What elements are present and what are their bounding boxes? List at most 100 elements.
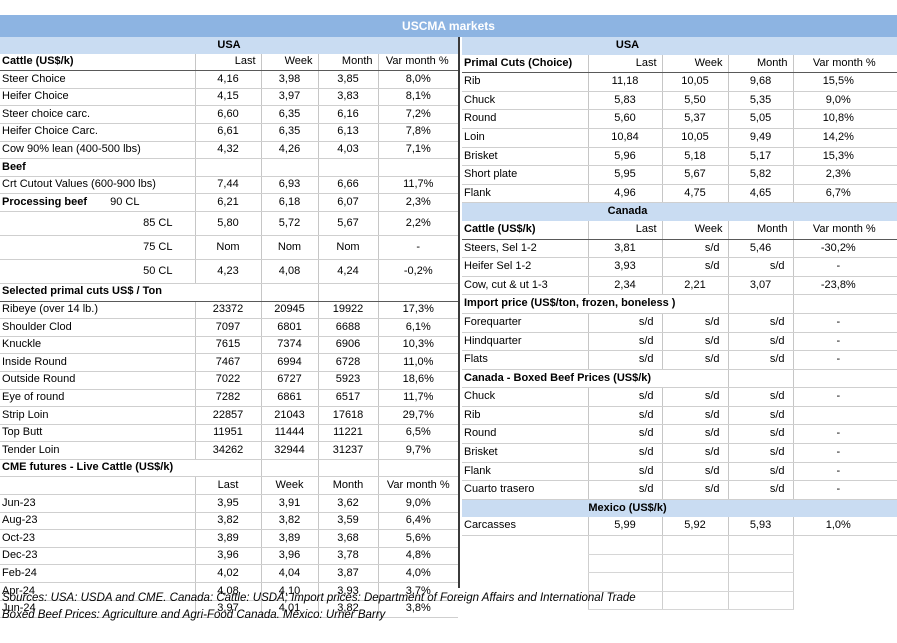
value-cell: 15,3%: [792, 147, 897, 167]
row-label: Forequarter: [462, 313, 588, 333]
column-header: Last: [194, 476, 261, 496]
table-row: Eye of round 7282 6861 6517 11,7%: [0, 389, 459, 408]
value-cell: 11,7%: [377, 176, 459, 195]
table-row: Tender Loin 34262 32944 31237 9,7%: [0, 441, 459, 460]
value-cell: Nom: [194, 235, 261, 260]
section-label: Beef: [0, 158, 195, 177]
value-cell: s/d: [587, 424, 662, 445]
value-cell: 3,97: [260, 88, 318, 107]
row-label: Apr-24: [0, 582, 195, 601]
value-cell: 6,35: [260, 123, 318, 142]
value-cell: s/d: [727, 480, 794, 500]
table-row: Loin 10,84 10,05 9,49 14,2%: [462, 128, 897, 148]
value-cell: 7,8%: [377, 123, 459, 142]
column-header: Week: [661, 220, 728, 240]
value-cell: 4,24: [317, 259, 378, 284]
empty-cell: [792, 554, 897, 573]
section-label: Import price (US$/ton, frozen, boneless …: [462, 294, 728, 314]
value-cell: 6,13: [317, 123, 378, 142]
column-header: Month: [317, 476, 378, 496]
value-cell: 6,93: [260, 176, 318, 195]
value-cell: 6728: [317, 353, 378, 372]
value-cell: s/d: [587, 350, 662, 370]
empty-cell: [377, 158, 459, 177]
table-row: Forequarter s/d s/d s/d -: [462, 313, 897, 333]
value-cell: 6517: [317, 389, 378, 408]
value-cell: 6,1%: [377, 318, 459, 337]
column-header: Var month %: [792, 54, 897, 74]
table-row: Steer Choice 4,16 3,98 3,85 8,0%: [0, 70, 459, 89]
region-band-label: Canada: [462, 202, 794, 221]
value-cell: 2,3%: [792, 165, 897, 185]
value-cell: 19922: [317, 301, 378, 320]
value-cell: -: [792, 424, 897, 445]
value-cell: 6,21: [194, 193, 261, 212]
table-row: Hindquarter s/d s/d s/d -: [462, 332, 897, 352]
table-row: Canada - Boxed Beef Prices (US$/k): [462, 368, 897, 389]
value-cell: 11,7%: [377, 389, 459, 408]
value-cell: 7374: [260, 336, 318, 355]
value-cell: -23,8%: [792, 276, 897, 296]
value-cell: 29,7%: [377, 406, 459, 425]
value-cell: s/d: [587, 480, 662, 500]
value-cell: 6,18: [260, 193, 318, 212]
value-cell: 23372: [194, 301, 261, 320]
table-row: Strip Loin 22857 21043 17618 29,7%: [0, 406, 459, 425]
value-cell: 3,89: [194, 529, 261, 548]
table-row: CME futures - Live Cattle (US$/k): [0, 458, 459, 478]
column-header: Week: [260, 53, 318, 72]
table-row: Flats s/d s/d s/d -: [462, 350, 897, 370]
table-row: Cow, cut & ut 1-3 2,34 2,21 3,07 -23,8%: [462, 276, 897, 296]
value-cell: 10,05: [661, 128, 728, 148]
value-cell: 15,5%: [792, 72, 897, 92]
value-cell: Nom: [317, 235, 378, 260]
empty-cell: [462, 554, 588, 573]
value-cell: 7282: [194, 389, 261, 408]
empty-cell: [194, 158, 261, 177]
value-cell: 6,66: [317, 176, 378, 195]
row-label: Steers, Sel 1-2: [462, 239, 588, 259]
value-cell: s/d: [661, 239, 728, 259]
empty-cell: [792, 368, 897, 389]
section-label: Canada - Boxed Beef Prices (US$/k): [462, 368, 728, 389]
table-row: USA: [462, 37, 897, 55]
column-header: Week: [661, 54, 728, 74]
row-group-label: Cattle (US$/k): [462, 220, 588, 240]
empty-cell: [462, 536, 588, 555]
value-cell: 5,82: [727, 165, 794, 185]
value-cell: s/d: [661, 257, 728, 277]
value-cell: 5,67: [317, 211, 378, 236]
row-label: Crt Cutout Values (600-900 lbs): [0, 176, 195, 195]
column-header: Var month %: [377, 53, 459, 72]
usa-left-table: USA Cattle (US$/k) Last Week Month Var month …: [0, 37, 459, 619]
value-cell: 5,83: [587, 91, 662, 111]
value-cell: 4,65: [727, 184, 794, 204]
row-label: Round: [462, 109, 588, 129]
value-cell: s/d: [587, 332, 662, 352]
value-cell: 3,78: [317, 547, 378, 566]
table-row: [462, 554, 897, 574]
empty-cell: [727, 535, 794, 555]
region-band-fill: [793, 499, 897, 518]
table-row: Brisket 5,96 5,18 5,17 15,3%: [462, 147, 897, 167]
value-cell: 2,21: [661, 276, 728, 296]
column-header: Month: [317, 53, 378, 72]
row-label: 75 CL: [0, 235, 195, 260]
empty-cell: [587, 572, 662, 592]
row-label: Feb-24: [0, 564, 195, 584]
value-cell: 17,3%: [377, 301, 459, 320]
value-cell: 6,35: [260, 105, 318, 124]
table-row: Brisket s/d s/d s/d -: [462, 443, 897, 463]
empty-cell: [317, 458, 378, 478]
value-cell: s/d: [661, 480, 728, 500]
value-cell: -: [792, 462, 897, 482]
value-cell: 3,87: [317, 564, 378, 584]
value-cell: 11,18: [587, 72, 662, 92]
value-cell: 4,03: [317, 141, 378, 160]
row-label: Inside Round: [0, 353, 195, 372]
value-cell: 3,85: [317, 70, 378, 89]
table-row: Inside Round 7467 6994 6728 11,0%: [0, 353, 459, 372]
value-cell: 2,3%: [377, 193, 459, 212]
table-row: Processing beef 90 CL 6,21 6,18 6,07 2,3%: [0, 193, 459, 212]
table-row: USA: [0, 37, 459, 54]
